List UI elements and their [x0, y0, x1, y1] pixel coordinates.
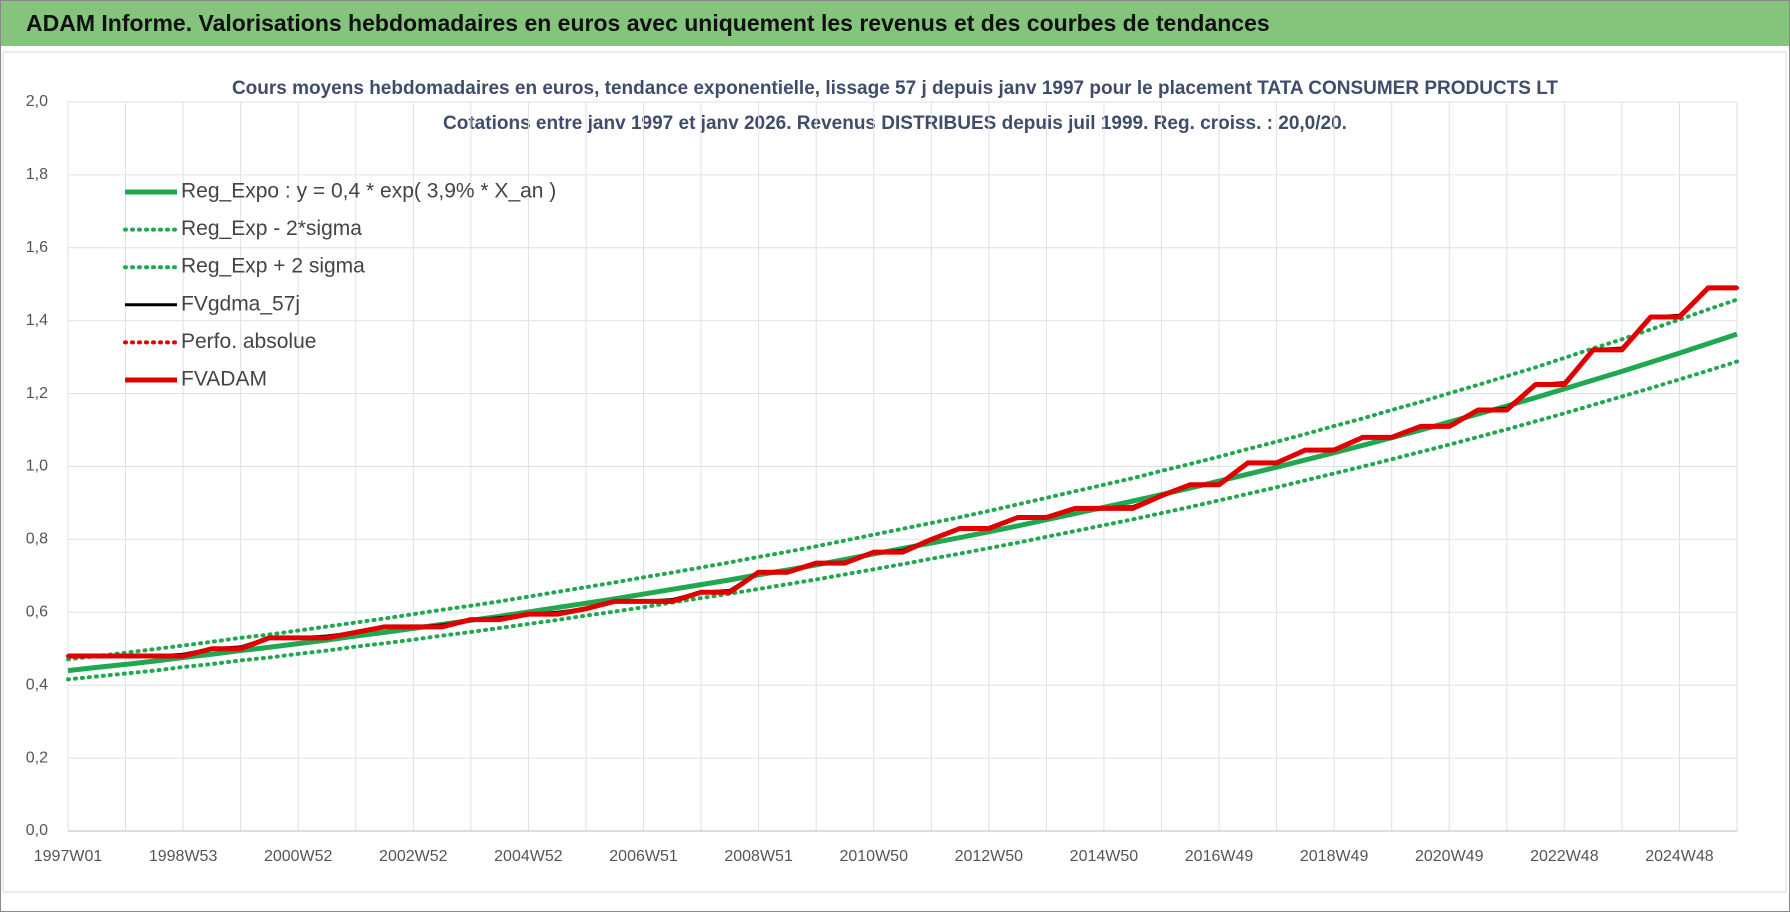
- y-tick-label: 0,2: [26, 749, 48, 766]
- legend-label: Reg_Exp + 2 sigma: [181, 255, 365, 278]
- y-tick-label: 1,6: [26, 239, 48, 256]
- y-tick-label: 1,8: [26, 166, 48, 183]
- chart-frame: [2, 51, 1787, 893]
- y-tick-label: 1,2: [26, 385, 48, 402]
- x-tick-label: 2008W51: [724, 848, 793, 865]
- y-tick-label: 0,4: [26, 676, 48, 693]
- series-line: [66, 297, 1739, 662]
- legend-label: Reg_Expo : y = 0,4 * exp( 3,9% * X_an ): [181, 180, 556, 203]
- x-tick-label: 1998W53: [149, 848, 218, 865]
- legend-label: Perfo. absolue: [181, 330, 316, 353]
- x-tick-label: 2024W48: [1645, 848, 1714, 865]
- y-tick-label: 2,0: [26, 93, 48, 110]
- y-tick-label: 1,0: [26, 458, 48, 475]
- x-tick-label: 2010W50: [839, 848, 908, 865]
- chart-subtitle: Cotations entre janv 1997 et janv 2026. …: [443, 113, 1347, 134]
- legend-label: FVgdma_57j: [181, 292, 300, 315]
- x-tick-label: 2000W52: [264, 848, 333, 865]
- x-tick-label: 2022W48: [1530, 848, 1599, 865]
- x-tick-label: 2002W52: [379, 848, 448, 865]
- x-tick-label: 2016W49: [1185, 848, 1254, 865]
- chart-title: Cours moyens hebdomadaires en euros, ten…: [232, 78, 1558, 99]
- x-tick-label: 2018W49: [1300, 848, 1369, 865]
- x-tick-label: 2004W52: [494, 848, 563, 865]
- x-tick-label: 1997W01: [34, 848, 103, 865]
- x-tick-label: 2012W50: [955, 848, 1024, 865]
- header-title: ADAM Informe. Valorisations hebdomadaire…: [26, 10, 1270, 36]
- legend-label: FVADAM: [181, 368, 267, 391]
- y-tick-label: 0,0: [26, 822, 48, 839]
- x-tick-label: 2020W49: [1415, 848, 1484, 865]
- y-tick-label: 0,8: [26, 531, 48, 548]
- y-tick-label: 0,6: [26, 604, 48, 621]
- header-bar: [1, 1, 1789, 46]
- x-tick-label: 2014W50: [1070, 848, 1139, 865]
- series-line: [66, 359, 1739, 682]
- legend-label: Reg_Exp - 2*sigma: [181, 217, 362, 240]
- series-line: [68, 285, 1737, 659]
- x-tick-label: 2006W51: [609, 848, 678, 865]
- y-tick-label: 1,4: [26, 312, 48, 329]
